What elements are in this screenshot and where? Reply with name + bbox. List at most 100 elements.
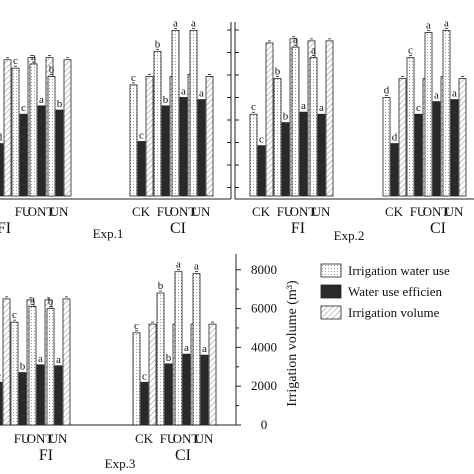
bar-Exp.1-FI-UN-iv <box>63 59 72 197</box>
bar-Exp.1-CI-CK-iv <box>145 76 154 197</box>
y-tick-label: 0 <box>261 417 268 432</box>
significance-letter: b <box>48 296 54 308</box>
significance-letter: a <box>452 88 457 100</box>
bars-layer <box>0 27 467 426</box>
significance-letter: a <box>181 85 186 97</box>
bar-Exp.3-FI-UN-wue <box>54 365 63 426</box>
significance-letter: b <box>283 111 289 123</box>
significance-letter: c <box>13 55 18 67</box>
bar-Exp.1-CI-ONT-iwue <box>171 29 180 197</box>
bar-Exp.2-FI-CK-iwue <box>249 113 258 197</box>
significance-letter: d <box>392 132 398 144</box>
bar-Exp.1-FI-CK-wue <box>0 143 4 197</box>
significance-letter: c <box>259 134 264 146</box>
bar-Exp.3-CI-ONT-iwue <box>174 271 183 426</box>
bar-Exp.2-FI-ONT-wue <box>299 111 308 197</box>
significance-letter: a <box>191 17 196 29</box>
category-label: ONT <box>290 204 317 219</box>
category-label: UN <box>312 204 331 219</box>
panel-label: Exp.3 <box>105 456 136 471</box>
significance-letter: a <box>31 51 36 63</box>
significance-letter: a <box>319 102 324 114</box>
bar-Exp.2-CI-FU-iwue <box>406 57 415 197</box>
bar-Exp.1-FI-ONT-wue <box>37 105 46 197</box>
category-label: FU <box>410 204 427 219</box>
bar-Exp.3-CI-CK-iwue <box>132 332 141 426</box>
y-axis-label: Irrigation volume (m³) <box>285 280 300 407</box>
bar-Exp.1-FI-UN-iwue <box>47 76 56 197</box>
significance-letter: c <box>416 102 421 114</box>
bar-Exp.1-CI-FU-iwue <box>153 50 162 197</box>
category-label: CK <box>385 204 404 219</box>
category-label: CK <box>135 431 154 446</box>
bar-Exp.3-CI-CK-wue <box>140 381 149 426</box>
bar-Exp.3-CI-UN-iv <box>208 323 217 426</box>
group-label: FI <box>39 447 53 464</box>
significance-letter: a <box>176 259 181 271</box>
legend-swatch <box>320 284 342 299</box>
bar-Exp.3-CI-FU-iwue <box>156 292 165 426</box>
significance-letter: a <box>39 94 44 106</box>
significance-letter: a <box>194 261 199 273</box>
bar-Exp.2-FI-FU-wue <box>281 122 290 197</box>
group-label: CI <box>170 220 186 237</box>
group-label: FI <box>0 220 11 237</box>
category-label: ONT <box>423 204 450 219</box>
bar-Exp.1-CI-CK-wue <box>137 141 146 197</box>
panel-label: Exp.2 <box>334 228 365 243</box>
bar-Exp.1-FI-FU-iwue <box>11 67 20 197</box>
significance-letter: b <box>20 361 26 373</box>
bar-Exp.1-CI-CK-iwue <box>129 84 138 197</box>
bar-Exp.1-CI-UN-iwue <box>189 29 198 197</box>
y-tick-label: 6000 <box>251 301 277 316</box>
significance-letter: d <box>0 132 3 144</box>
bar-Exp.1-FI-CK-iv <box>3 59 12 197</box>
category-label: ONT <box>173 431 200 446</box>
category-label: FU <box>15 204 32 219</box>
category-label: CK <box>132 204 151 219</box>
legend-label: Irrigation water use <box>348 263 450 278</box>
bar-Exp.3-FI-FU-iwue <box>10 321 19 426</box>
bar-Exp.3-FI-CK-wue <box>0 381 3 426</box>
bar-Exp.2-FI-ONT-iwue <box>291 46 300 197</box>
bar-Exp.2-FI-FU-iwue <box>273 78 282 197</box>
significance-letter: c <box>251 101 256 113</box>
significance-letter: a <box>199 88 204 100</box>
group-label: FI <box>291 220 305 237</box>
category-label: ONT <box>28 204 55 219</box>
legend-label: Irrigation volume <box>348 305 440 320</box>
category-label: FU <box>160 431 177 446</box>
significance-letter: a <box>30 294 35 306</box>
significance-letter: a <box>173 17 178 29</box>
significance-letter: c <box>408 45 413 57</box>
category-label: UN <box>445 204 464 219</box>
category-label: UN <box>50 204 69 219</box>
labels-layer: dccFUaaONTbbUNFIccCKbbFUaaONTaaUNCIExp.1… <box>0 17 464 471</box>
bar-Exp.1-FI-FU-wue <box>19 113 28 197</box>
bar-Exp.3-CI-CK-iv <box>148 323 157 426</box>
group-label: CI <box>175 447 191 464</box>
bar-Exp.2-FI-CK-wue <box>257 145 266 197</box>
bar-Exp.2-CI-CK-wue <box>390 143 399 197</box>
legend-swatch <box>320 305 342 320</box>
bar-Exp.2-CI-ONT-wue <box>432 101 441 197</box>
bar-Exp.1-CI-UN-iv <box>205 76 214 197</box>
bar-Exp.1-CI-FU-wue <box>161 105 170 197</box>
significance-letter: a <box>444 17 449 29</box>
bar-Exp.3-FI-UN-iwue <box>46 308 55 426</box>
bar-Exp.3-CI-FU-wue <box>164 363 173 426</box>
bar-Exp.2-CI-ONT-iwue <box>424 32 433 197</box>
significance-letter: a <box>293 34 298 46</box>
category-label: FU <box>157 204 174 219</box>
bar-Exp.1-FI-UN-wue <box>55 109 64 197</box>
significance-letter: a <box>38 353 43 365</box>
bar-Exp.2-CI-UN-wue <box>450 99 459 197</box>
bar-Exp.3-FI-ONT-wue <box>36 364 45 426</box>
significance-letter: b <box>158 280 164 292</box>
category-label: CK <box>252 204 271 219</box>
significance-letter: a <box>434 90 439 102</box>
significance-letter: a <box>426 19 431 31</box>
y-tick-label: 2000 <box>251 378 277 393</box>
bar-Exp.3-CI-UN-iwue <box>192 273 201 426</box>
